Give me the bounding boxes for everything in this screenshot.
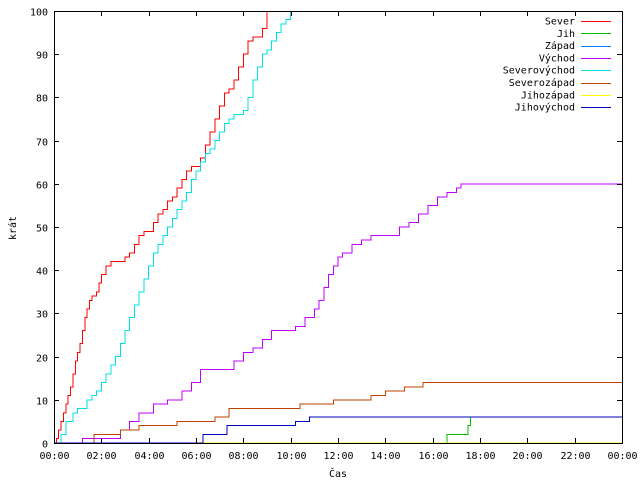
x-tick-label: 06:00 — [181, 451, 211, 462]
y-tick-label: 20 — [36, 354, 48, 365]
x-tick-label: 08:00 — [228, 451, 258, 462]
x-tick-label: 02:00 — [86, 451, 116, 462]
x-tick-label: 22:00 — [560, 451, 590, 462]
legend: SeverJihZápadVýchodSeverovýchodSeverozáp… — [503, 17, 611, 114]
x-tick-label: 00:00 — [607, 451, 637, 462]
x-tick-label: 18:00 — [465, 451, 495, 462]
x-tick-label: 14:00 — [370, 451, 400, 462]
plot-frame — [54, 11, 623, 444]
series-line-7 — [54, 416, 622, 444]
y-tick-label: 30 — [36, 310, 48, 321]
legend-label: Severovýchod — [503, 65, 575, 77]
y-tick-label: 50 — [36, 224, 48, 235]
x-tick-label: 10:00 — [276, 451, 306, 462]
x-tick-label: 04:00 — [134, 451, 164, 462]
y-axis-title: krát — [7, 216, 19, 240]
x-tick-label: 20:00 — [512, 451, 542, 462]
legend-label: Sever — [545, 17, 575, 28]
legend-label: Jihozápad — [521, 89, 575, 101]
x-tick-label: 00:00 — [39, 451, 69, 462]
legend-label: Západ — [545, 40, 575, 52]
series-line-4 — [54, 11, 292, 444]
x-axis-title: Čas — [329, 467, 347, 480]
legend-label: Jihovýchod — [515, 102, 575, 114]
series-line-5 — [54, 382, 622, 444]
series-line-3 — [54, 183, 622, 444]
x-tick-label: 12:00 — [323, 451, 353, 462]
legend-label: Jih — [557, 29, 575, 40]
x-tick-label: 16:00 — [418, 451, 448, 462]
y-tick-label: 10 — [36, 397, 48, 408]
y-tick-label: 90 — [36, 51, 48, 62]
legend-label: Východ — [539, 52, 575, 64]
y-tick-label: 100 — [30, 8, 48, 19]
y-tick-label: 80 — [36, 94, 48, 105]
y-tick-label: 0 — [42, 440, 48, 451]
y-tick-label: 40 — [36, 267, 48, 278]
series-line-0 — [54, 11, 268, 444]
y-tick-label: 60 — [36, 181, 48, 192]
y-tick-label: 70 — [36, 138, 48, 149]
legend-label: Severozápad — [509, 77, 575, 89]
